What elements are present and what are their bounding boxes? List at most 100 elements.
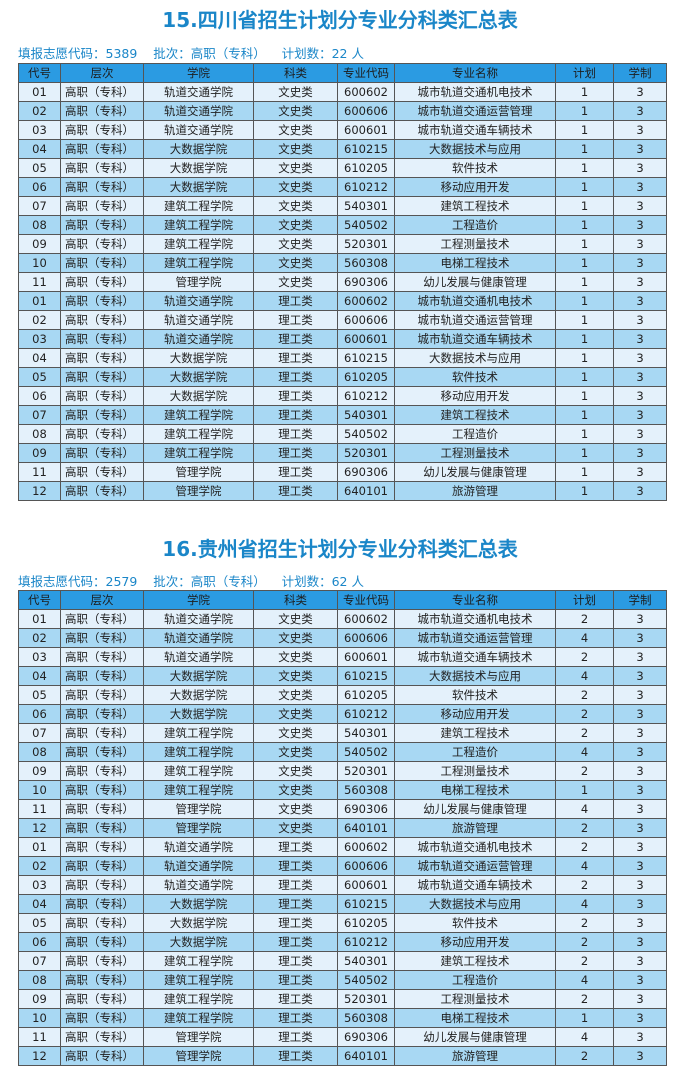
- table-row: 12 高职（专科） 管理学院 理工类 640101 旅游管理 2 3: [18, 1046, 667, 1066]
- cell-college: 建筑工程学院: [143, 234, 254, 254]
- cell-major-code: 610215: [337, 894, 395, 914]
- table-row: 06 高职（专科） 大数据学院 文史类 610212 移动应用开发 2 3: [18, 704, 667, 724]
- cell-major-code: 600606: [337, 101, 395, 121]
- cell-code: 08: [18, 970, 61, 990]
- cell-duration: 3: [613, 196, 667, 216]
- cell-major-name: 工程测量技术: [394, 989, 556, 1009]
- cell-level: 高职（专科）: [60, 647, 144, 667]
- cell-major-code: 610212: [337, 932, 395, 952]
- cell-category: 文史类: [253, 177, 338, 197]
- cell-college: 大数据学院: [143, 367, 254, 387]
- cell-code: 03: [18, 875, 61, 895]
- table-row: 03 高职（专科） 轨道交通学院 文史类 600601 城市轨道交通车辆技术 1 3: [18, 120, 667, 140]
- cell-code: 07: [18, 723, 61, 743]
- table-row: 11 高职（专科） 管理学院 理工类 690306 幼儿发展与健康管理 4 3: [18, 1027, 667, 1047]
- cell-category: 理工类: [253, 856, 338, 876]
- cell-major-code: 640101: [337, 481, 395, 501]
- cell-code: 07: [18, 951, 61, 971]
- cell-category: 理工类: [253, 348, 338, 368]
- cell-major-code: 600601: [337, 875, 395, 895]
- cell-category: 理工类: [253, 837, 338, 857]
- cell-category: 理工类: [253, 386, 338, 406]
- cell-college: 建筑工程学院: [143, 780, 254, 800]
- cell-level: 高职（专科）: [60, 481, 144, 501]
- table-row: 03 高职（专科） 轨道交通学院 文史类 600601 城市轨道交通车辆技术 2 3: [18, 647, 667, 667]
- cell-major-name: 城市轨道交通运营管理: [394, 628, 556, 648]
- cell-major-name: 大数据技术与应用: [394, 139, 556, 159]
- cell-plan: 1: [555, 462, 614, 482]
- cell-code: 11: [18, 462, 61, 482]
- table-row: 01 高职（专科） 轨道交通学院 文史类 600602 城市轨道交通机电技术 2 3: [18, 609, 667, 629]
- cell-college: 建筑工程学院: [143, 196, 254, 216]
- cell-category: 理工类: [253, 291, 338, 311]
- cell-category: 文史类: [253, 82, 338, 102]
- table-row: 08 高职（专科） 建筑工程学院 理工类 540502 工程造价 4 3: [18, 970, 667, 990]
- header-category: 科类: [253, 63, 338, 83]
- cell-category: 理工类: [253, 951, 338, 971]
- cell-major-code: 540301: [337, 723, 395, 743]
- cell-level: 高职（专科）: [60, 799, 144, 819]
- cell-college: 大数据学院: [143, 913, 254, 933]
- cell-category: 理工类: [253, 405, 338, 425]
- cell-major-code: 600601: [337, 329, 395, 349]
- cell-duration: 3: [613, 894, 667, 914]
- cell-category: 文史类: [253, 196, 338, 216]
- cell-plan: 4: [555, 666, 614, 686]
- cell-code: 11: [18, 272, 61, 292]
- header-level: 层次: [60, 590, 144, 610]
- cell-major-name: 工程造价: [394, 215, 556, 235]
- cell-college: 大数据学院: [143, 177, 254, 197]
- cell-duration: 3: [613, 647, 667, 667]
- cell-major-name: 建筑工程技术: [394, 405, 556, 425]
- cell-college: 管理学院: [143, 272, 254, 292]
- cell-major-code: 690306: [337, 462, 395, 482]
- header-row: 代号 层次 学院 科类 专业代码 专业名称 计划 学制: [18, 590, 667, 610]
- cell-plan: 1: [555, 1008, 614, 1028]
- cell-plan: 2: [555, 875, 614, 895]
- table-row: 07 高职（专科） 建筑工程学院 文史类 540301 建筑工程技术 1 3: [18, 196, 667, 216]
- cell-college: 轨道交通学院: [143, 628, 254, 648]
- cell-duration: 3: [613, 177, 667, 197]
- cell-plan: 2: [555, 837, 614, 857]
- cell-plan: 2: [555, 1046, 614, 1066]
- cell-plan: 1: [555, 234, 614, 254]
- header-code: 代号: [18, 63, 61, 83]
- cell-category: 理工类: [253, 970, 338, 990]
- cell-plan: 2: [555, 761, 614, 781]
- cell-level: 高职（专科）: [60, 818, 144, 838]
- cell-major-code: 600606: [337, 856, 395, 876]
- header-plan: 计划: [555, 590, 614, 610]
- table-row: 05 高职（专科） 大数据学院 理工类 610205 软件技术 1 3: [18, 367, 667, 387]
- cell-major-code: 610212: [337, 177, 395, 197]
- cell-major-code: 600602: [337, 609, 395, 629]
- cell-level: 高职（专科）: [60, 970, 144, 990]
- table-row: 10 高职（专科） 建筑工程学院 文史类 560308 电梯工程技术 1 3: [18, 253, 667, 273]
- cell-duration: 3: [613, 723, 667, 743]
- cell-college: 建筑工程学院: [143, 253, 254, 273]
- cell-plan: 1: [555, 139, 614, 159]
- header-plan: 计划: [555, 63, 614, 83]
- cell-plan: 2: [555, 989, 614, 1009]
- cell-plan: 2: [555, 685, 614, 705]
- cell-major-name: 建筑工程技术: [394, 196, 556, 216]
- cell-plan: 1: [555, 82, 614, 102]
- cell-category: 文史类: [253, 215, 338, 235]
- cell-college: 建筑工程学院: [143, 951, 254, 971]
- cell-duration: 3: [613, 951, 667, 971]
- cell-major-name: 建筑工程技术: [394, 951, 556, 971]
- cell-code: 09: [18, 443, 61, 463]
- header-duration: 学制: [613, 590, 667, 610]
- cell-duration: 3: [613, 272, 667, 292]
- cell-plan: 2: [555, 818, 614, 838]
- cell-code: 02: [18, 628, 61, 648]
- table-row: 04 高职（专科） 大数据学院 文史类 610215 大数据技术与应用 4 3: [18, 666, 667, 686]
- cell-major-code: 540301: [337, 196, 395, 216]
- cell-level: 高职（专科）: [60, 405, 144, 425]
- cell-code: 05: [18, 367, 61, 387]
- cell-major-name: 幼儿发展与健康管理: [394, 1027, 556, 1047]
- cell-code: 06: [18, 177, 61, 197]
- cell-major-name: 城市轨道交通运营管理: [394, 856, 556, 876]
- cell-level: 高职（专科）: [60, 1027, 144, 1047]
- cell-college: 大数据学院: [143, 894, 254, 914]
- table-row: 05 高职（专科） 大数据学院 文史类 610205 软件技术 2 3: [18, 685, 667, 705]
